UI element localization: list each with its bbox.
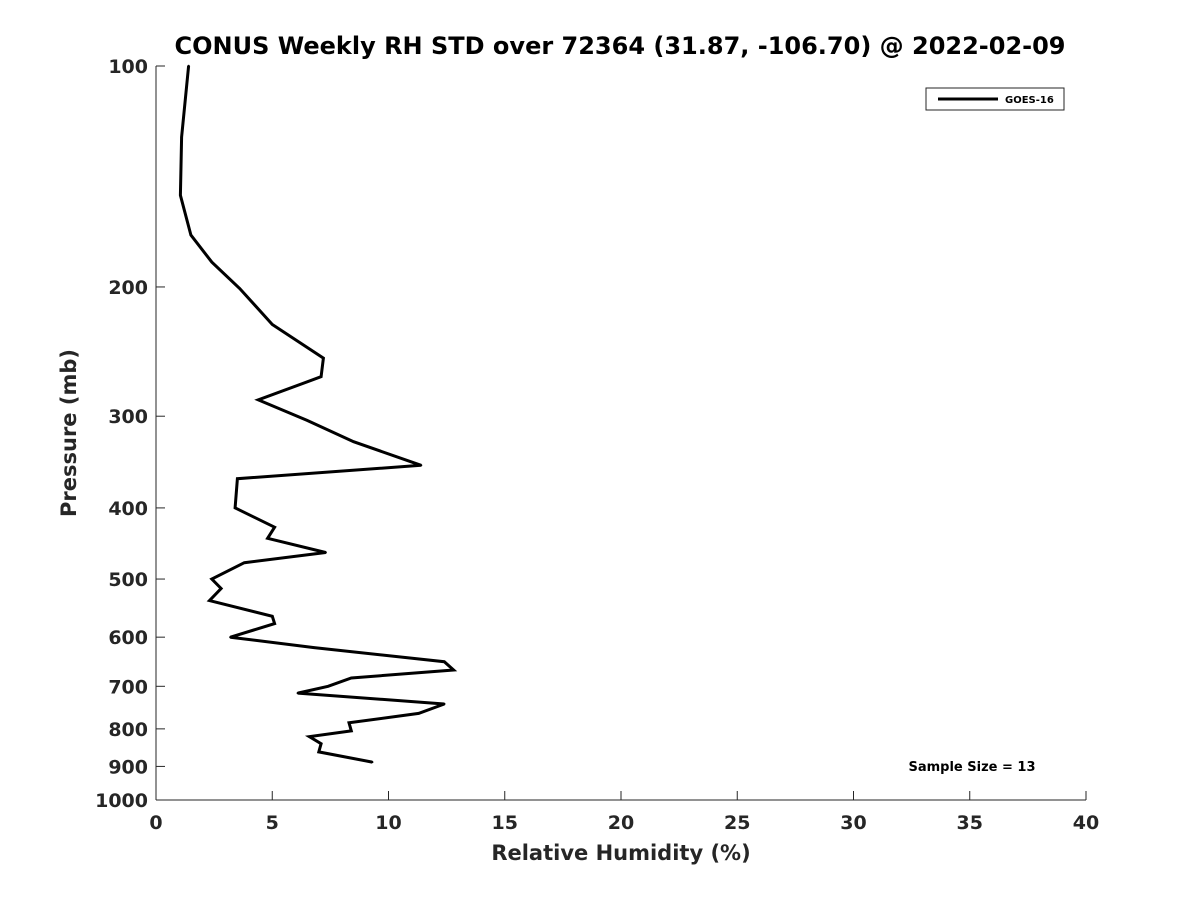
data-point bbox=[238, 287, 241, 290]
chart-title: CONUS Weekly RH STD over 72364 (31.87, -… bbox=[174, 32, 1065, 60]
data-point bbox=[208, 599, 211, 602]
x-tick-label: 15 bbox=[492, 812, 518, 834]
y-ticks: 100 200 300 400 500 600 700 800 900 1000 bbox=[95, 56, 165, 812]
data-point bbox=[210, 260, 213, 264]
x-tick-label: 40 bbox=[1073, 812, 1099, 834]
x-tick-label: 5 bbox=[266, 812, 279, 834]
y-tick-label: 500 bbox=[108, 569, 148, 591]
data-point bbox=[210, 577, 213, 581]
data-point bbox=[443, 660, 446, 663]
legend-label-goes-16: GOES-16 bbox=[1005, 95, 1054, 106]
y-tick-label: 600 bbox=[108, 627, 148, 649]
y-tick-label: 400 bbox=[108, 498, 148, 520]
data-point bbox=[319, 375, 323, 378]
y-tick-label: 900 bbox=[108, 756, 148, 778]
data-point bbox=[305, 419, 309, 422]
y-tick-label: 100 bbox=[108, 56, 148, 78]
data-point bbox=[229, 636, 232, 639]
data-point bbox=[317, 750, 320, 754]
data-point bbox=[243, 561, 246, 564]
data-point bbox=[352, 440, 355, 443]
x-axis-label: Relative Humidity (%) bbox=[491, 841, 750, 865]
sample-size-annotation: Sample Size = 13 bbox=[908, 760, 1035, 775]
data-point bbox=[452, 668, 455, 672]
data-point bbox=[350, 676, 353, 680]
data-point bbox=[179, 194, 182, 197]
data-point bbox=[273, 526, 276, 529]
data-point bbox=[319, 742, 323, 745]
x-tick-label: 10 bbox=[375, 812, 401, 834]
data-point bbox=[273, 622, 276, 625]
data-point bbox=[219, 587, 223, 590]
y-axis-label: Pressure (mb) bbox=[57, 349, 81, 517]
legend: GOES-16 bbox=[925, 87, 1065, 111]
data-point bbox=[312, 646, 316, 649]
data-point bbox=[233, 506, 237, 510]
y-tick-label: 700 bbox=[108, 676, 148, 698]
data-point bbox=[271, 615, 274, 618]
y-tick-label: 300 bbox=[108, 406, 148, 428]
data-point bbox=[271, 323, 274, 326]
data-point bbox=[419, 464, 423, 467]
plot-area bbox=[156, 66, 1086, 800]
y-tick-label: 1000 bbox=[95, 790, 148, 812]
data-point bbox=[296, 691, 299, 695]
x-tick-label: 25 bbox=[724, 812, 750, 834]
data-point bbox=[350, 729, 353, 733]
data-point bbox=[180, 135, 183, 139]
data-point bbox=[236, 477, 239, 480]
series-layer bbox=[178, 64, 458, 764]
data-point bbox=[326, 685, 330, 688]
x-tick-label: 20 bbox=[608, 812, 634, 834]
data-point bbox=[322, 356, 325, 360]
data-point bbox=[417, 712, 420, 715]
x-tick-label: 30 bbox=[840, 812, 866, 834]
data-point bbox=[347, 721, 351, 724]
y-tick-label: 200 bbox=[108, 277, 148, 299]
x-tick-label: 35 bbox=[957, 812, 983, 834]
y-tick-label: 800 bbox=[108, 719, 148, 741]
plot-axes bbox=[155, 66, 1086, 801]
data-point bbox=[371, 760, 374, 764]
data-point bbox=[443, 702, 446, 706]
data-point bbox=[257, 398, 260, 402]
x-tick-label: 0 bbox=[149, 812, 162, 834]
data-point bbox=[266, 537, 269, 540]
data-point bbox=[308, 735, 311, 738]
data-point bbox=[189, 233, 193, 237]
x-ticks: 0 5 10 15 20 25 30 35 40 bbox=[149, 791, 1099, 834]
data-point bbox=[324, 551, 327, 554]
data-point bbox=[187, 64, 190, 68]
